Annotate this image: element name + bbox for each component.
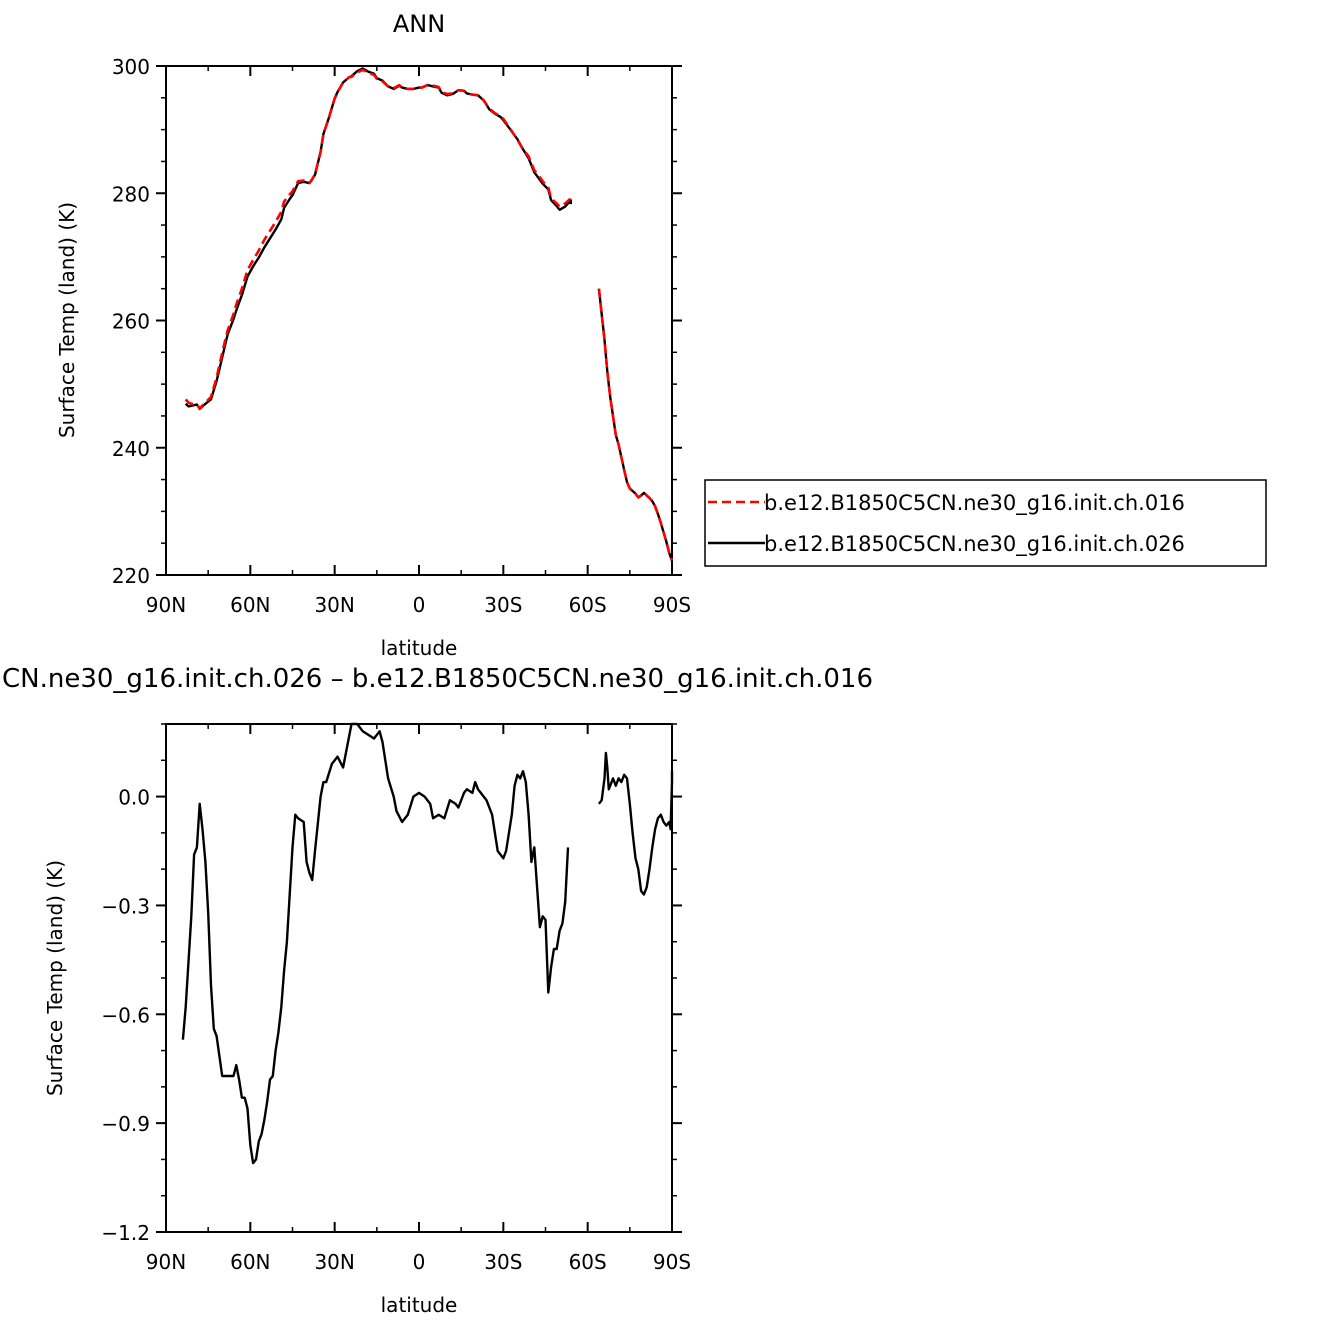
bottom-panel: CN.ne30_g16.init.ch.026 – b.e12.B1850C5C… <box>2 664 873 1317</box>
top-series-line-1 <box>184 67 674 562</box>
bottom-y-tick-label-2: −0.6 <box>101 1003 150 1027</box>
legend-label-series-1: b.e12.B1850C5CN.ne30_g16.init.ch.016 <box>764 491 1185 516</box>
top-y-axis-label: Surface Temp (land) (K) <box>55 202 79 438</box>
top-x-tick-label-4: 30S <box>484 593 522 617</box>
bottom-x-tick-label-2: 30N <box>314 1250 354 1274</box>
top-plot-frame <box>165 65 673 576</box>
bottom-plot-frame <box>165 723 673 1233</box>
top-y-tick-label-3: 240 <box>112 437 150 461</box>
bottom-x-axis-label: latitude <box>381 1293 458 1317</box>
top-y-tick-label-0: 300 <box>112 55 150 79</box>
top-panel: ANN 90N 60N 30N 0 30S 60S 90S 300 280 260 240 220 l… <box>55 10 691 660</box>
bottom-series-line-1 <box>181 722 674 1165</box>
bottom-x-tick-label-3: 0 <box>413 1250 426 1274</box>
top-x-tick-label-5: 60S <box>569 593 607 617</box>
top-y-tick-label-2: 260 <box>112 310 150 334</box>
top-x-tick-label-0: 90N <box>146 593 186 617</box>
bottom-y-axis-label: Surface Temp (land) (K) <box>43 860 67 1096</box>
bottom-x-tick-label-0: 90N <box>146 1250 186 1274</box>
bottom-y-tick-label-0: 0.0 <box>118 786 150 810</box>
legend-box <box>704 479 1267 567</box>
bottom-x-tick-label-6: 90S <box>653 1250 691 1274</box>
bottom-x-tick-label-4: 30S <box>484 1250 522 1274</box>
bottom-y-tick-label-3: −0.9 <box>101 1112 150 1136</box>
top-series-line-2 <box>184 68 674 561</box>
top-chart-title: ANN <box>393 10 445 38</box>
bottom-plot-area: 90N 60N 30N 0 30S 60S 90S 0.0 −0.3 −0.6 −0.9 −1.2 <box>101 722 691 1274</box>
top-x-tick-label-3: 0 <box>413 593 426 617</box>
top-x-tick-label-6: 90S <box>653 593 691 617</box>
legend-label-series-2: b.e12.B1850C5CN.ne30_g16.init.ch.026 <box>764 532 1185 557</box>
top-plot-area: 90N 60N 30N 0 30S 60S 90S 300 280 260 240 220 <box>112 55 691 617</box>
top-x-tick-label-2: 30N <box>314 593 354 617</box>
bottom-chart-title: CN.ne30_g16.init.ch.026 – b.e12.B1850C5C… <box>2 664 873 694</box>
top-x-axis-label: latitude <box>381 636 458 660</box>
bottom-y-tick-label-4: −1.2 <box>101 1221 150 1245</box>
bottom-x-tick-label-5: 60S <box>569 1250 607 1274</box>
top-y-tick-label-1: 280 <box>112 182 150 206</box>
legend: b.e12.B1850C5CN.ne30_g16.init.ch.016 b.e… <box>704 479 1267 567</box>
top-y-tick-label-4: 220 <box>112 564 150 588</box>
top-x-tick-label-1: 60N <box>230 593 270 617</box>
bottom-y-tick-label-1: −0.3 <box>101 894 150 918</box>
bottom-x-tick-label-1: 60N <box>230 1250 270 1274</box>
